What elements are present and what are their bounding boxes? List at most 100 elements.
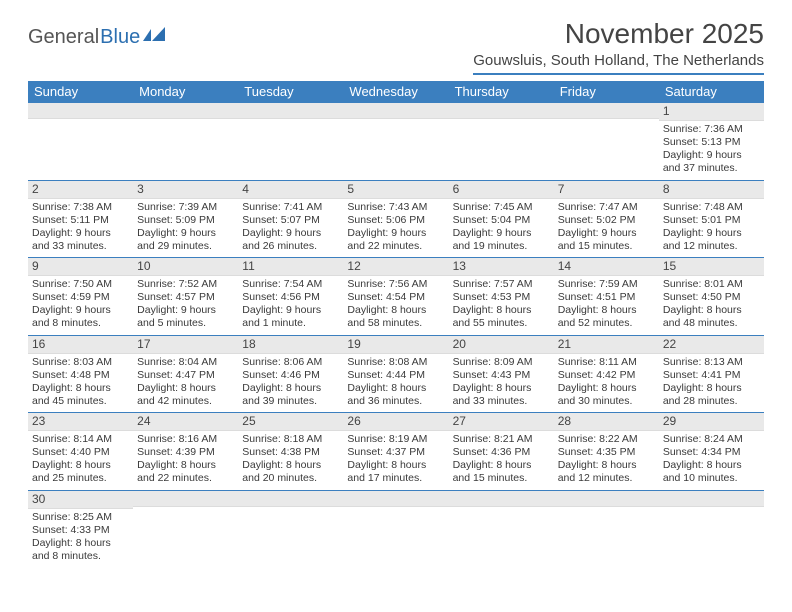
day-cell (554, 491, 659, 568)
day-number (554, 103, 659, 119)
day-number (343, 491, 448, 507)
day-body (238, 507, 343, 557)
sunset-text: Sunset: 4:33 PM (32, 524, 129, 537)
day-body: Sunrise: 8:04 AMSunset: 4:47 PMDaylight:… (133, 354, 238, 413)
daylight-text: Daylight: 8 hours and 48 minutes. (663, 304, 760, 330)
day-body: Sunrise: 8:13 AMSunset: 4:41 PMDaylight:… (659, 354, 764, 413)
day-cell: 10Sunrise: 7:52 AMSunset: 4:57 PMDayligh… (133, 258, 238, 335)
day-cell: 24Sunrise: 8:16 AMSunset: 4:39 PMDayligh… (133, 413, 238, 490)
day-number (28, 103, 133, 119)
weekday-friday: Friday (554, 81, 659, 103)
sunrise-text: Sunrise: 7:48 AM (663, 201, 760, 214)
day-cell: 30Sunrise: 8:25 AMSunset: 4:33 PMDayligh… (28, 491, 133, 568)
sunset-text: Sunset: 4:44 PM (347, 369, 444, 382)
title-block: November 2025 Gouwsluis, South Holland, … (473, 18, 764, 75)
day-number (554, 491, 659, 507)
daylight-text: Daylight: 8 hours and 8 minutes. (32, 537, 129, 563)
sunrise-text: Sunrise: 8:09 AM (453, 356, 550, 369)
sunrise-text: Sunrise: 7:38 AM (32, 201, 129, 214)
day-body: Sunrise: 8:08 AMSunset: 4:44 PMDaylight:… (343, 354, 448, 413)
weekday-sunday: Sunday (28, 81, 133, 103)
day-body: Sunrise: 7:47 AMSunset: 5:02 PMDaylight:… (554, 199, 659, 258)
day-cell (238, 103, 343, 180)
day-number (133, 491, 238, 507)
sunrise-text: Sunrise: 7:56 AM (347, 278, 444, 291)
day-cell: 5Sunrise: 7:43 AMSunset: 5:06 PMDaylight… (343, 181, 448, 258)
day-body: Sunrise: 7:45 AMSunset: 5:04 PMDaylight:… (449, 199, 554, 258)
day-cell: 12Sunrise: 7:56 AMSunset: 4:54 PMDayligh… (343, 258, 448, 335)
daylight-text: Daylight: 9 hours and 26 minutes. (242, 227, 339, 253)
sunrise-text: Sunrise: 8:11 AM (558, 356, 655, 369)
weekday-tuesday: Tuesday (238, 81, 343, 103)
sunrise-text: Sunrise: 8:04 AM (137, 356, 234, 369)
daylight-text: Daylight: 8 hours and 10 minutes. (663, 459, 760, 485)
day-number: 24 (133, 413, 238, 431)
day-cell: 18Sunrise: 8:06 AMSunset: 4:46 PMDayligh… (238, 336, 343, 413)
sunset-text: Sunset: 4:41 PM (663, 369, 760, 382)
daylight-text: Daylight: 9 hours and 15 minutes. (558, 227, 655, 253)
sunset-text: Sunset: 4:51 PM (558, 291, 655, 304)
day-number: 2 (28, 181, 133, 199)
daylight-text: Daylight: 9 hours and 33 minutes. (32, 227, 129, 253)
day-body (343, 119, 448, 169)
day-number (449, 491, 554, 507)
day-cell (133, 491, 238, 568)
day-cell: 2 Sunrise: 7:38 AMSunset: 5:11 PMDaylight… (28, 181, 133, 258)
sunrise-text: Sunrise: 8:14 AM (32, 433, 129, 446)
weeks-container: 1Sunrise: 7:36 AMSunset: 5:13 PMDaylight… (28, 103, 764, 567)
sunset-text: Sunset: 4:56 PM (242, 291, 339, 304)
sunset-text: Sunset: 5:11 PM (32, 214, 129, 227)
day-body: Sunrise: 8:03 AMSunset: 4:48 PMDaylight:… (28, 354, 133, 413)
logo-text-general: General (28, 26, 99, 49)
day-number: 3 (133, 181, 238, 199)
sunrise-text: Sunrise: 7:47 AM (558, 201, 655, 214)
day-body: Sunrise: 7:59 AMSunset: 4:51 PMDaylight:… (554, 276, 659, 335)
day-body: Sunrise: 8:09 AMSunset: 4:43 PMDaylight:… (449, 354, 554, 413)
day-body (449, 119, 554, 169)
weekday-monday: Monday (133, 81, 238, 103)
day-number: 14 (554, 258, 659, 276)
day-number: 17 (133, 336, 238, 354)
week-row: 23Sunrise: 8:14 AMSunset: 4:40 PMDayligh… (28, 413, 764, 491)
day-cell: 3Sunrise: 7:39 AMSunset: 5:09 PMDaylight… (133, 181, 238, 258)
week-row: 2Sunrise: 7:38 AMSunset: 5:11 PMDaylight… (28, 181, 764, 259)
page-header: GeneralBlue November 2025 Gouwsluis, Sou… (28, 18, 764, 75)
day-body: Sunrise: 7:43 AMSunset: 5:06 PMDaylight:… (343, 199, 448, 258)
day-number (133, 103, 238, 119)
day-body: Sunrise: 7:36 AMSunset: 5:13 PMDaylight:… (659, 121, 764, 180)
day-number: 18 (238, 336, 343, 354)
weekday-wednesday: Wednesday (343, 81, 448, 103)
sunset-text: Sunset: 4:46 PM (242, 369, 339, 382)
day-body: Sunrise: 8:21 AMSunset: 4:36 PMDaylight:… (449, 431, 554, 490)
daylight-text: Daylight: 9 hours and 8 minutes. (32, 304, 129, 330)
sunset-text: Sunset: 4:39 PM (137, 446, 234, 459)
sunset-text: Sunset: 5:13 PM (663, 136, 760, 149)
day-body: Sunrise: 8:19 AMSunset: 4:37 PMDaylight:… (343, 431, 448, 490)
day-body: Sunrise: 8:24 AMSunset: 4:34 PMDaylight:… (659, 431, 764, 490)
sunrise-text: Sunrise: 8:06 AM (242, 356, 339, 369)
daylight-text: Daylight: 9 hours and 19 minutes. (453, 227, 550, 253)
daylight-text: Daylight: 8 hours and 30 minutes. (558, 382, 655, 408)
sunset-text: Sunset: 5:02 PM (558, 214, 655, 227)
week-row: 1Sunrise: 7:36 AMSunset: 5:13 PMDaylight… (28, 103, 764, 181)
day-cell: 6Sunrise: 7:45 AMSunset: 5:04 PMDaylight… (449, 181, 554, 258)
sunset-text: Sunset: 4:37 PM (347, 446, 444, 459)
sunrise-text: Sunrise: 7:50 AM (32, 278, 129, 291)
daylight-text: Daylight: 8 hours and 12 minutes. (558, 459, 655, 485)
day-cell: 7Sunrise: 7:47 AMSunset: 5:02 PMDaylight… (554, 181, 659, 258)
day-body: Sunrise: 7:54 AMSunset: 4:56 PMDaylight:… (238, 276, 343, 335)
daylight-text: Daylight: 9 hours and 29 minutes. (137, 227, 234, 253)
daylight-text: Daylight: 8 hours and 17 minutes. (347, 459, 444, 485)
week-row: 16Sunrise: 8:03 AMSunset: 4:48 PMDayligh… (28, 336, 764, 414)
sunrise-text: Sunrise: 7:59 AM (558, 278, 655, 291)
day-body: Sunrise: 8:16 AMSunset: 4:39 PMDaylight:… (133, 431, 238, 490)
sunset-text: Sunset: 5:01 PM (663, 214, 760, 227)
day-cell: 11Sunrise: 7:54 AMSunset: 4:56 PMDayligh… (238, 258, 343, 335)
day-body: Sunrise: 7:56 AMSunset: 4:54 PMDaylight:… (343, 276, 448, 335)
day-number (238, 491, 343, 507)
day-number: 9 (28, 258, 133, 276)
day-number: 5 (343, 181, 448, 199)
day-number: 20 (449, 336, 554, 354)
daylight-text: Daylight: 9 hours and 1 minute. (242, 304, 339, 330)
day-body: Sunrise: 7:48 AMSunset: 5:01 PMDaylight:… (659, 199, 764, 258)
